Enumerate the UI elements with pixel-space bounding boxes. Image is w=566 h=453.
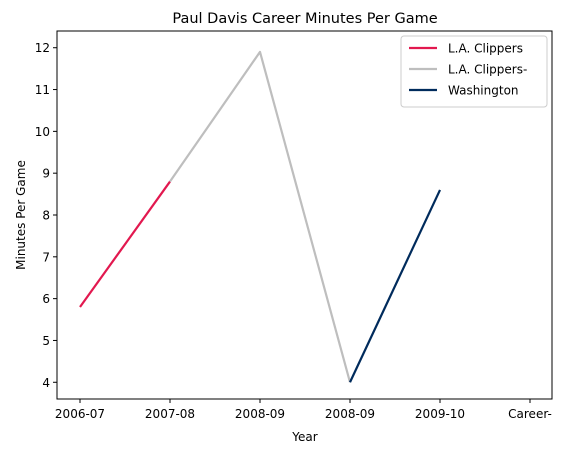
x-tick-label: 2008-09 (235, 407, 285, 421)
x-tick-label: 2009-10 (415, 407, 465, 421)
x-tick-label: 2008-09 (325, 407, 375, 421)
x-tick-label: 2007-08 (145, 407, 195, 421)
y-tick-label: 7 (42, 250, 50, 264)
y-tick-label: 6 (42, 292, 50, 306)
y-axis-label: Minutes Per Game (14, 160, 28, 270)
chart-title: Paul Davis Career Minutes Per Game (172, 11, 437, 27)
x-axis-label: Year (291, 430, 317, 444)
y-axis: 4 5 6 7 8 9 10 11 12 (35, 41, 57, 390)
legend-label: L.A. Clippers- (448, 63, 527, 77)
x-axis: 2006-07 2007-08 2008-09 2008-09 2009-10 Caree… (55, 399, 552, 421)
y-tick-label: 4 (42, 376, 50, 390)
x-tick-label: Career- (508, 407, 552, 421)
series-line (349, 189, 441, 383)
x-tick-label: 2006-07 (55, 407, 105, 421)
legend-label: L.A. Clippers (448, 42, 523, 56)
series-line (79, 180, 171, 308)
y-tick-label: 10 (35, 125, 50, 139)
y-tick-label: 11 (35, 83, 50, 97)
y-tick-label: 9 (42, 167, 50, 181)
y-tick-label: 5 (42, 334, 50, 348)
legend-box (400, 35, 548, 108)
series-line (169, 50, 352, 383)
y-tick-label: 12 (35, 41, 50, 55)
legend-label: Washington (448, 84, 519, 98)
y-tick-label: 8 (42, 209, 50, 223)
plot-area (79, 50, 441, 383)
legend: L.A. Clippers L.A. Clippers- Washington (400, 35, 548, 108)
